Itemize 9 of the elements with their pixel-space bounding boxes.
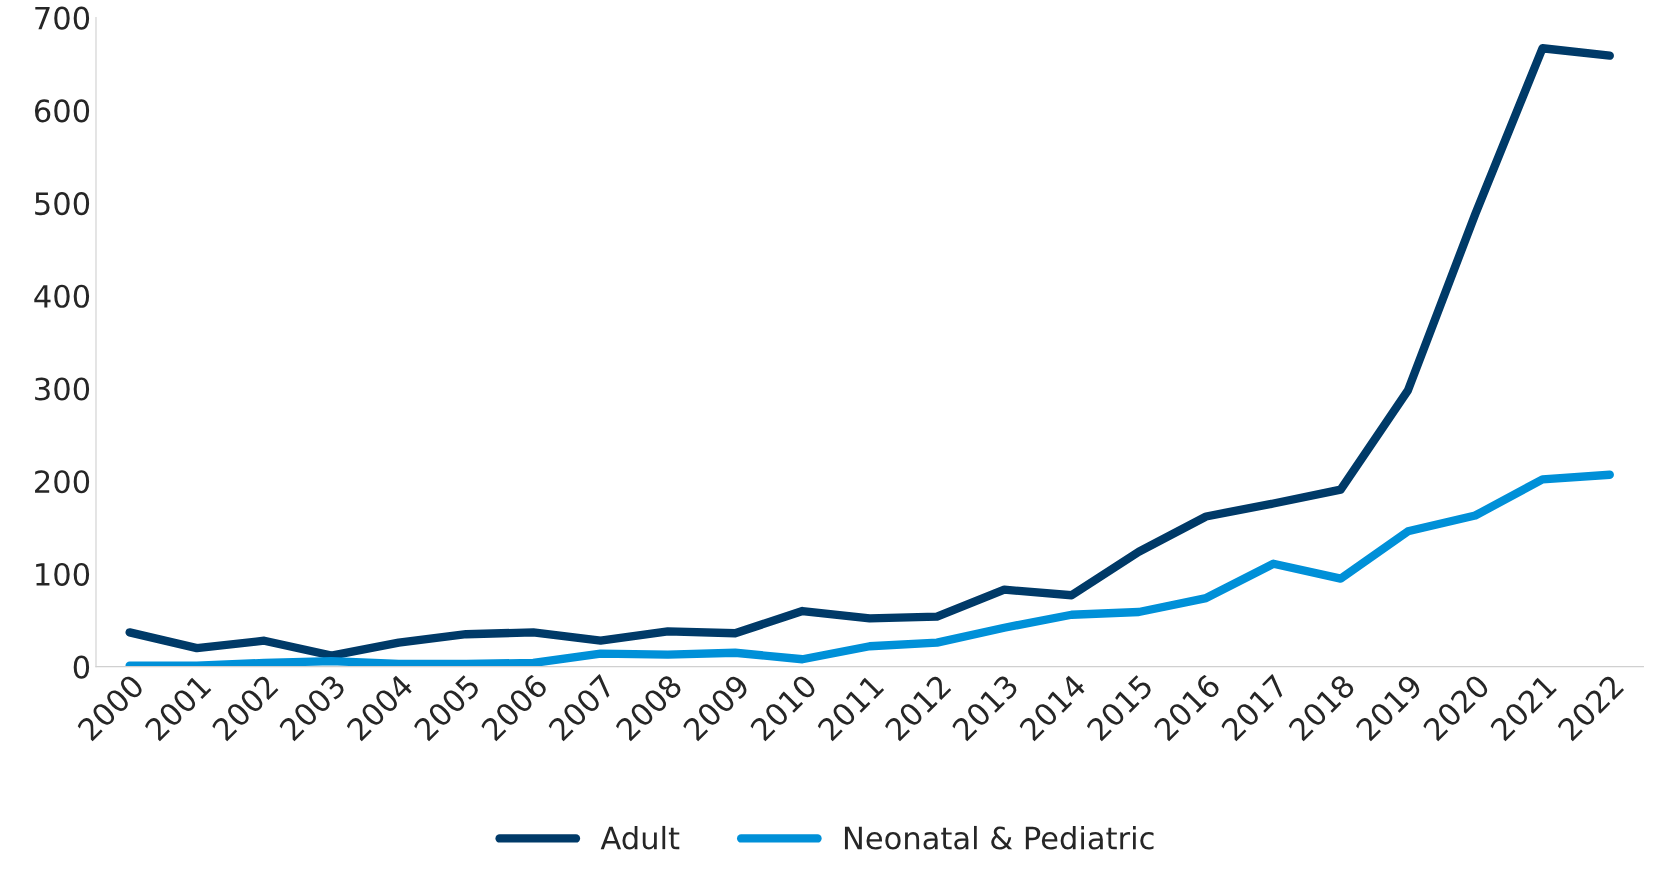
y-tick-label: 100 xyxy=(36,562,90,586)
legend-label: Adult xyxy=(600,825,680,850)
y-tick-label: 300 xyxy=(35,377,90,401)
y-tick-label: 700 xyxy=(35,6,90,30)
legend-label: Neonatal & Pediatric xyxy=(844,825,1154,850)
y-tick-label: 500 xyxy=(35,192,90,216)
y-tick-label: 600 xyxy=(34,99,90,123)
y-tick-label: 400 xyxy=(34,284,90,308)
y-tick-label: 200 xyxy=(35,470,90,494)
